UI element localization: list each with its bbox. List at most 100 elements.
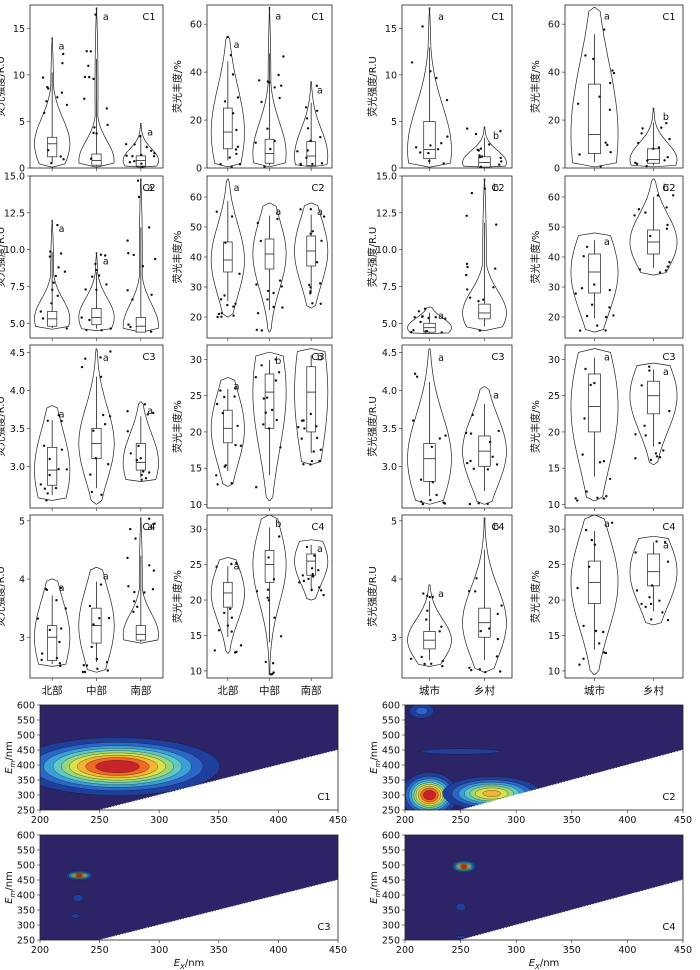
data-point (478, 156, 482, 159)
data-point (427, 151, 430, 155)
y-tick-label: 0 (196, 164, 202, 175)
data-point (59, 586, 62, 590)
data-point (238, 272, 241, 275)
data-point (226, 303, 229, 307)
data-point (604, 315, 608, 319)
y-tick-label: 600 (382, 831, 400, 842)
y-axis-label: 荧光强度/R.U (366, 227, 379, 287)
data-point (140, 153, 143, 157)
box-iqr (478, 303, 491, 320)
data-point (657, 146, 661, 149)
significance-letter: a (234, 562, 240, 573)
data-point (478, 668, 481, 671)
data-point (484, 671, 487, 674)
data-point (604, 141, 607, 144)
y-tick-label: 300 (382, 791, 400, 802)
data-point (635, 589, 639, 592)
data-point (644, 605, 647, 609)
y-tick-label: 15 (13, 24, 25, 35)
data-point (55, 656, 59, 660)
data-point (126, 289, 129, 292)
y-tick-label: 30 (548, 525, 560, 536)
data-point (596, 324, 599, 327)
data-point (102, 413, 105, 417)
x-category-label: 南部 (301, 684, 322, 697)
data-point (585, 490, 588, 493)
data-point (255, 486, 258, 489)
data-point (273, 616, 276, 619)
data-point (584, 54, 587, 57)
violin-shape (462, 178, 507, 331)
data-point (660, 126, 663, 129)
significance-letter: b (493, 522, 499, 533)
x-tick-label: 200 (31, 815, 49, 826)
data-point (230, 562, 233, 566)
data-point (235, 128, 238, 132)
data-point (99, 583, 103, 586)
data-point (310, 588, 313, 592)
y-tick-label: 450 (382, 746, 400, 757)
data-point (91, 275, 94, 278)
data-point (309, 292, 312, 295)
data-point (59, 252, 63, 255)
eem-contour (482, 790, 501, 797)
data-point (419, 478, 423, 481)
violin-shape (294, 348, 329, 465)
y-tick-label: 15 (548, 464, 560, 475)
y-tick-label: 3.5 (382, 424, 397, 435)
data-point (658, 599, 661, 602)
y-tick-label: 20 (548, 313, 560, 324)
significance-letter: a (317, 544, 323, 555)
y-tick-label: 60 (190, 193, 202, 204)
data-point (129, 452, 132, 455)
data-point (143, 403, 147, 406)
data-point (270, 408, 274, 412)
data-point (46, 419, 49, 422)
data-point (136, 179, 140, 182)
data-point (150, 149, 153, 152)
data-point (304, 106, 308, 109)
data-point (266, 298, 269, 301)
data-point (480, 155, 484, 158)
x-category-label: 南部 (130, 684, 151, 697)
data-point (426, 594, 429, 597)
x-tick-label: 450 (329, 945, 347, 956)
y-axis-label: 荧光强度/R.U (0, 566, 7, 626)
box-iqr (264, 373, 275, 429)
data-point (308, 283, 311, 287)
data-point (474, 132, 478, 136)
eem-y-label: Em/nm (369, 741, 382, 774)
significance-letter: a (604, 353, 610, 364)
data-point (275, 418, 278, 422)
y-tick-label: 10 (13, 70, 25, 81)
x-tick-label: 400 (618, 815, 636, 826)
box-iqr (223, 241, 233, 273)
data-point (419, 320, 422, 324)
violin-shape (78, 348, 115, 505)
data-point (585, 245, 589, 249)
x-category-label: 中部 (86, 684, 107, 697)
data-point (322, 593, 325, 597)
data-point (648, 365, 651, 368)
data-point (426, 609, 429, 612)
data-point (221, 411, 224, 415)
data-point (479, 147, 483, 150)
data-point (446, 135, 449, 138)
data-point (492, 286, 495, 289)
data-point (469, 459, 472, 463)
data-point (593, 381, 596, 385)
violin-shape (210, 557, 245, 654)
data-point (495, 463, 499, 466)
data-point (465, 273, 468, 277)
eem-contour (415, 707, 428, 715)
data-point (89, 473, 92, 476)
panel-label: C4 (662, 522, 675, 533)
data-point (82, 664, 86, 667)
data-point (311, 575, 315, 578)
data-point (215, 210, 218, 213)
x-tick-label: 250 (452, 945, 470, 956)
data-point (235, 561, 238, 565)
y-tick-label: 250 (382, 806, 400, 817)
y-tick-label: 250 (382, 936, 400, 947)
y-tick-label: 5.0 (10, 319, 25, 330)
